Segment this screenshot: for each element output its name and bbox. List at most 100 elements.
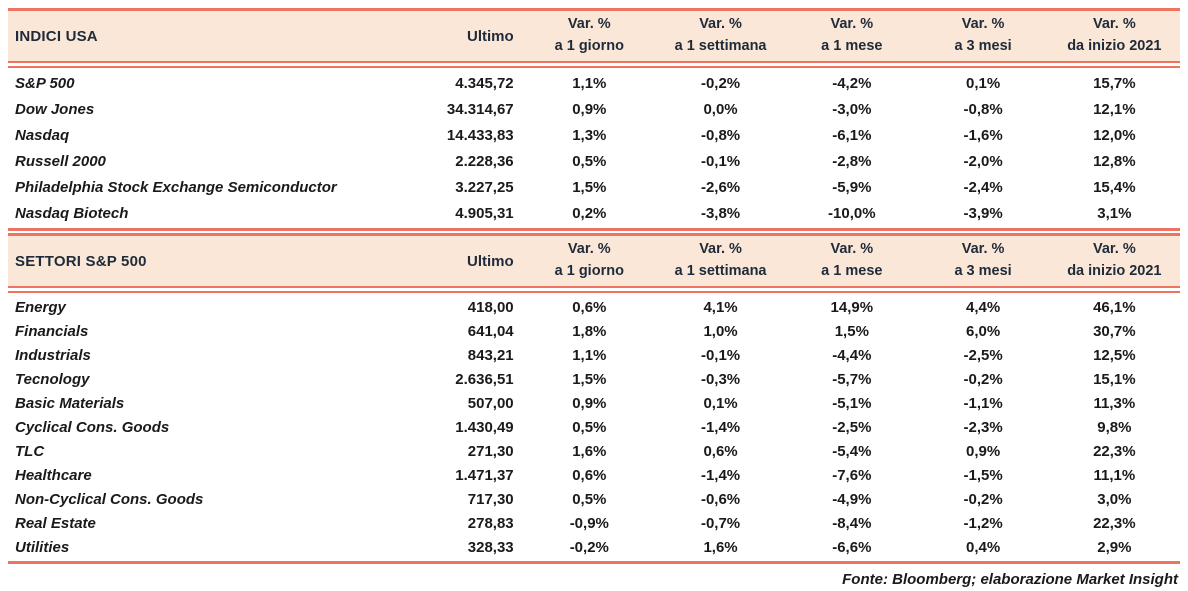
ultimo-value: 328,33	[467, 538, 514, 556]
row-label: Tecnology	[15, 370, 90, 388]
table-row: Nasdaq 14.433,83 1,3% -0,8% -6,1% -1,6% 12,0…	[8, 122, 1180, 148]
var-value: 0,9%	[572, 394, 607, 412]
ultimo-value: 641,04	[467, 322, 514, 340]
var-value: -1,4%	[700, 466, 741, 484]
row-label: Basic Materials	[15, 394, 125, 412]
var-value: 0,4%	[965, 538, 1001, 556]
ultimo-value: 1.430,49	[455, 418, 514, 436]
var-header-line2: a 1 settimana	[674, 38, 767, 54]
var-value: 46,1%	[1093, 298, 1136, 316]
var-column-header: Var. % da inizio 2021	[1049, 14, 1180, 58]
var-header-line1: Var. %	[961, 241, 1005, 258]
var-value: 0,9%	[965, 442, 1001, 460]
var-value: -5,1%	[832, 394, 872, 412]
var-value: -5,7%	[832, 370, 872, 388]
var-value: -5,9%	[832, 178, 872, 196]
table-row: Industrials 843,21 1,1% -0,1% -4,4% -2,5% 12…	[8, 343, 1180, 367]
var-value: -0,7%	[700, 514, 741, 532]
row-label: Russell 2000	[15, 152, 106, 170]
ultimo-value: 2.228,36	[455, 152, 514, 170]
var-value: 22,3%	[1093, 442, 1136, 460]
table-title: INDICI USA	[15, 27, 98, 45]
var-value: -2,3%	[963, 418, 1003, 436]
var-header-line2: a 1 giorno	[554, 38, 624, 54]
var-value: 0,9%	[572, 100, 607, 118]
var-value: 2,9%	[1097, 538, 1132, 556]
var-value: -5,4%	[832, 442, 872, 460]
var-value: -0,2%	[963, 370, 1003, 388]
table-row: Real Estate 278,83 -0,9% -0,7% -8,4% -1,2% 2…	[8, 511, 1180, 535]
table-indici-usa: INDICI USA Ultimo Var. % a 1 giorno Var.…	[8, 8, 1180, 231]
row-label: Financials	[15, 322, 89, 340]
var-column-header: Var. % a 1 settimana	[655, 239, 786, 283]
var-header-line1: Var. %	[699, 16, 742, 33]
var-value: -2,5%	[832, 418, 872, 436]
var-header-line1: Var. %	[830, 16, 874, 33]
var-value: -6,1%	[832, 126, 872, 144]
var-column-header: Var. % da inizio 2021	[1049, 239, 1180, 283]
var-value: 30,7%	[1093, 322, 1136, 340]
var-value: 1,5%	[572, 370, 607, 388]
var-column-header: Var. % a 1 giorno	[524, 14, 655, 58]
var-value: 1,6%	[572, 442, 607, 460]
var-value: 1,1%	[572, 346, 607, 364]
var-header-line2: a 3 mesi	[954, 38, 1012, 54]
var-column-header: Var. % a 3 mesi	[917, 14, 1048, 58]
var-value: 15,7%	[1093, 74, 1136, 92]
table-title: SETTORI S&P 500	[15, 252, 147, 270]
var-value: 1,1%	[572, 74, 607, 92]
var-value: 4,1%	[703, 298, 738, 316]
var-value: 6,0%	[965, 322, 1001, 340]
var-value: 1,0%	[703, 322, 738, 340]
var-value: 0,1%	[965, 74, 1001, 92]
ultimo-value: 1.471,37	[455, 466, 514, 484]
var-value: -3,0%	[832, 100, 872, 118]
var-value: -2,0%	[963, 152, 1003, 170]
table-header-row: SETTORI S&P 500 Ultimo Var. % a 1 giorno…	[8, 233, 1180, 288]
var-value: 0,6%	[703, 442, 738, 460]
ultimo-value: 14.433,83	[446, 126, 514, 144]
var-value: 1,3%	[572, 126, 607, 144]
var-header-line2: a 3 mesi	[954, 263, 1012, 279]
var-value: -2,8%	[832, 152, 872, 170]
var-value: 0,5%	[572, 490, 607, 508]
row-label: Nasdaq	[15, 126, 70, 144]
ultimo-value: 2.636,51	[455, 370, 514, 388]
var-value: 0,6%	[572, 466, 607, 484]
ultimo-column-header: Ultimo	[466, 27, 514, 45]
row-label: Healthcare	[15, 466, 92, 484]
var-value: 3,1%	[1097, 204, 1132, 222]
var-header-line1: Var. %	[1092, 241, 1136, 258]
var-value: -0,6%	[700, 490, 741, 508]
var-header-line1: Var. %	[699, 241, 742, 258]
table-row: Tecnology 2.636,51 1,5% -0,3% -5,7% -0,2% 15…	[8, 367, 1180, 391]
var-value: -2,5%	[963, 346, 1003, 364]
var-value: 0,1%	[703, 394, 738, 412]
row-label: Philadelphia Stock Exchange Semiconducto…	[15, 178, 337, 196]
table-row: Philadelphia Stock Exchange Semiconducto…	[8, 174, 1180, 200]
ultimo-column-header: Ultimo	[466, 252, 514, 270]
var-value: -10,0%	[828, 204, 876, 222]
var-value: 12,8%	[1093, 152, 1136, 170]
table-body: S&P 500 4.345,72 1,1% -0,2% -4,2% 0,1% 15,7%…	[8, 66, 1180, 231]
var-value: 0,2%	[572, 204, 607, 222]
var-value: 12,5%	[1093, 346, 1136, 364]
row-label: Non-Cyclical Cons. Goods	[15, 490, 204, 508]
var-value: 15,4%	[1093, 178, 1136, 196]
ultimo-value: 4.345,72	[455, 74, 514, 92]
table-row: Dow Jones 34.314,67 0,9% 0,0% -3,0% -0,8% 12…	[8, 96, 1180, 122]
ultimo-value: 4.905,31	[455, 204, 514, 222]
var-value: 11,1%	[1093, 466, 1136, 484]
var-value: -3,9%	[963, 204, 1003, 222]
var-value: 0,6%	[572, 298, 607, 316]
ultimo-value: 34.314,67	[446, 100, 514, 118]
table-row: Healthcare 1.471,37 0,6% -1,4% -7,6% -1,5% 1…	[8, 463, 1180, 487]
var-value: -0,8%	[963, 100, 1003, 118]
row-label: Nasdaq Biotech	[15, 204, 129, 222]
table-row: Financials 641,04 1,8% 1,0% 1,5% 6,0% 30,7%	[8, 319, 1180, 343]
var-value: 1,5%	[834, 322, 869, 340]
var-column-header: Var. % a 1 mese	[786, 239, 917, 283]
var-value: -4,9%	[832, 490, 872, 508]
var-value: 3,0%	[1097, 490, 1132, 508]
